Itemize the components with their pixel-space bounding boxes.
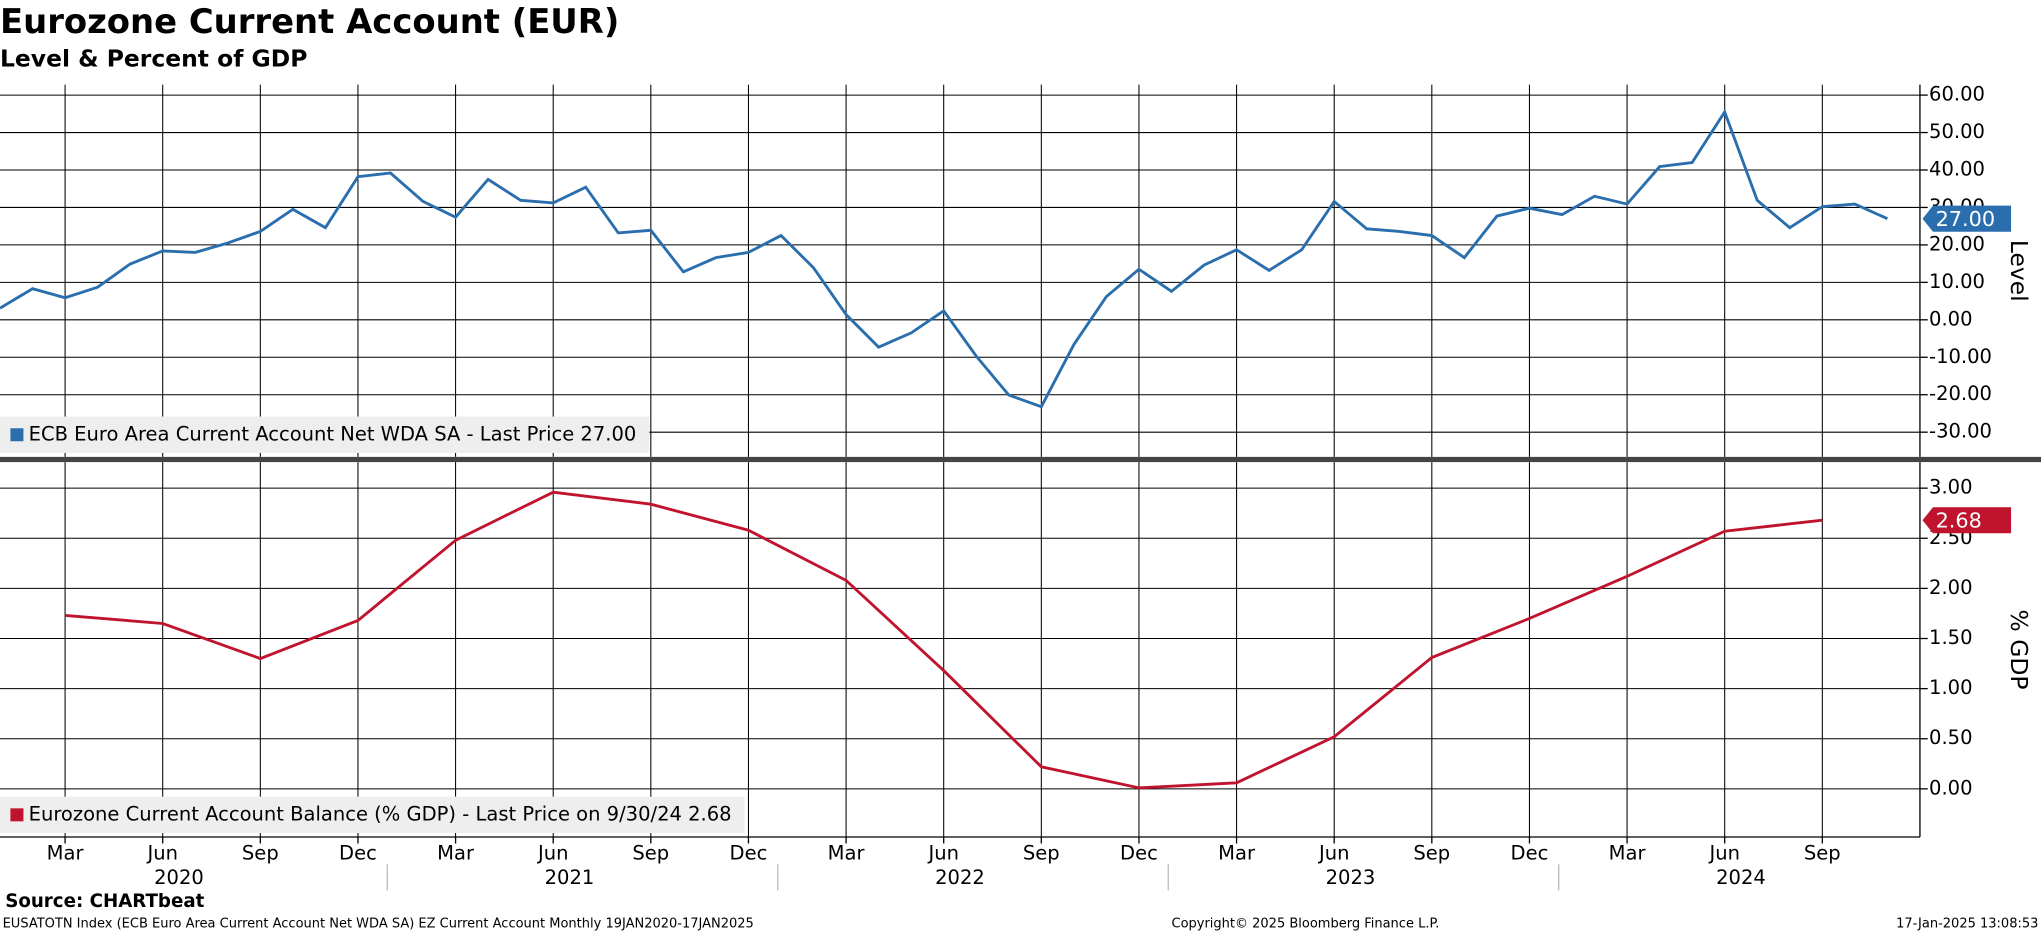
x-tick-label: Dec [339,841,377,864]
x-tick-label: Mar [1218,841,1256,864]
y-axis-label: % GDP [2005,610,2033,690]
year-label: 2020 [154,866,204,889]
x-tick-label: Jun [1317,841,1349,864]
y-tick-label: -20.00 [1929,382,1992,405]
x-tick-label: Jun [1707,841,1739,864]
year-label: 2024 [1716,866,1766,889]
y-tick-label: 0.50 [1929,726,1972,749]
description: EUSATOTN Index (ECB Euro Area Current Ac… [3,917,754,932]
source: Source: CHARTbeat [5,891,204,912]
y-tick-label: 60.00 [1929,83,1985,106]
x-tick-label: Sep [1413,841,1450,864]
y-tick-label: 3.00 [1929,476,1972,499]
x-tick-label: Mar [47,841,85,864]
copyright: Copyright© 2025 Bloomberg Finance L.P. [1171,917,1439,932]
y-tick-label: 2.00 [1929,576,1972,599]
x-tick-label: Dec [730,841,768,864]
y-tick-label: 10.00 [1929,270,1985,293]
y-tick-label: -30.00 [1929,420,1992,443]
x-tick-label: Mar [437,841,475,864]
y-axis-label: Level [2005,240,2033,302]
chart-title: Eurozone Current Account (EUR) [0,2,619,41]
legend-box [0,416,650,453]
last-price-label: 27.00 [1936,207,1996,231]
y-tick-label: 0.00 [1929,307,1972,330]
x-tick-label: Sep [1804,841,1841,864]
year-label: 2022 [935,866,985,889]
x-tick-label: Dec [1511,841,1549,864]
x-tick-label: Mar [1609,841,1647,864]
legend-text: ECB Euro Area Current Account Net WDA SA… [29,422,637,445]
legend-text: Eurozone Current Account Balance (% GDP)… [29,802,732,825]
x-tick-label: Mar [828,841,866,864]
x-tick-label: Sep [1023,841,1060,864]
chart-subtitle: Level & Percent of GDP [0,44,307,72]
y-tick-label: 50.00 [1929,120,1985,143]
last-price-tag [1922,507,2012,534]
x-tick-label: Jun [536,841,568,864]
legend-swatch [10,428,24,442]
x-tick-label: Jun [145,841,177,864]
legend-swatch [10,808,24,822]
x-tick-label: Dec [1120,841,1158,864]
y-tick-label: 20.00 [1929,232,1985,255]
x-tick-label: Sep [242,841,279,864]
line-series [64,490,1823,790]
y-tick-label: 1.00 [1929,676,1972,699]
year-label: 2023 [1326,866,1376,889]
x-tick-label: Jun [926,841,958,864]
legend-box [0,796,745,834]
year-label: 2021 [545,866,595,889]
y-tick-label: -10.00 [1929,345,1992,368]
last-price-tag [1922,205,2012,232]
y-tick-label: 0.00 [1929,776,1972,799]
timestamp: 17-Jan-2025 13:08:53 [1896,917,2038,932]
y-tick-label: 40.00 [1929,158,1985,181]
panel-separator [0,456,2041,463]
line-series [0,108,1888,409]
y-tick-label: 1.50 [1929,626,1972,649]
x-tick-label: Sep [632,841,669,864]
last-price-label: 2.68 [1936,509,1982,533]
